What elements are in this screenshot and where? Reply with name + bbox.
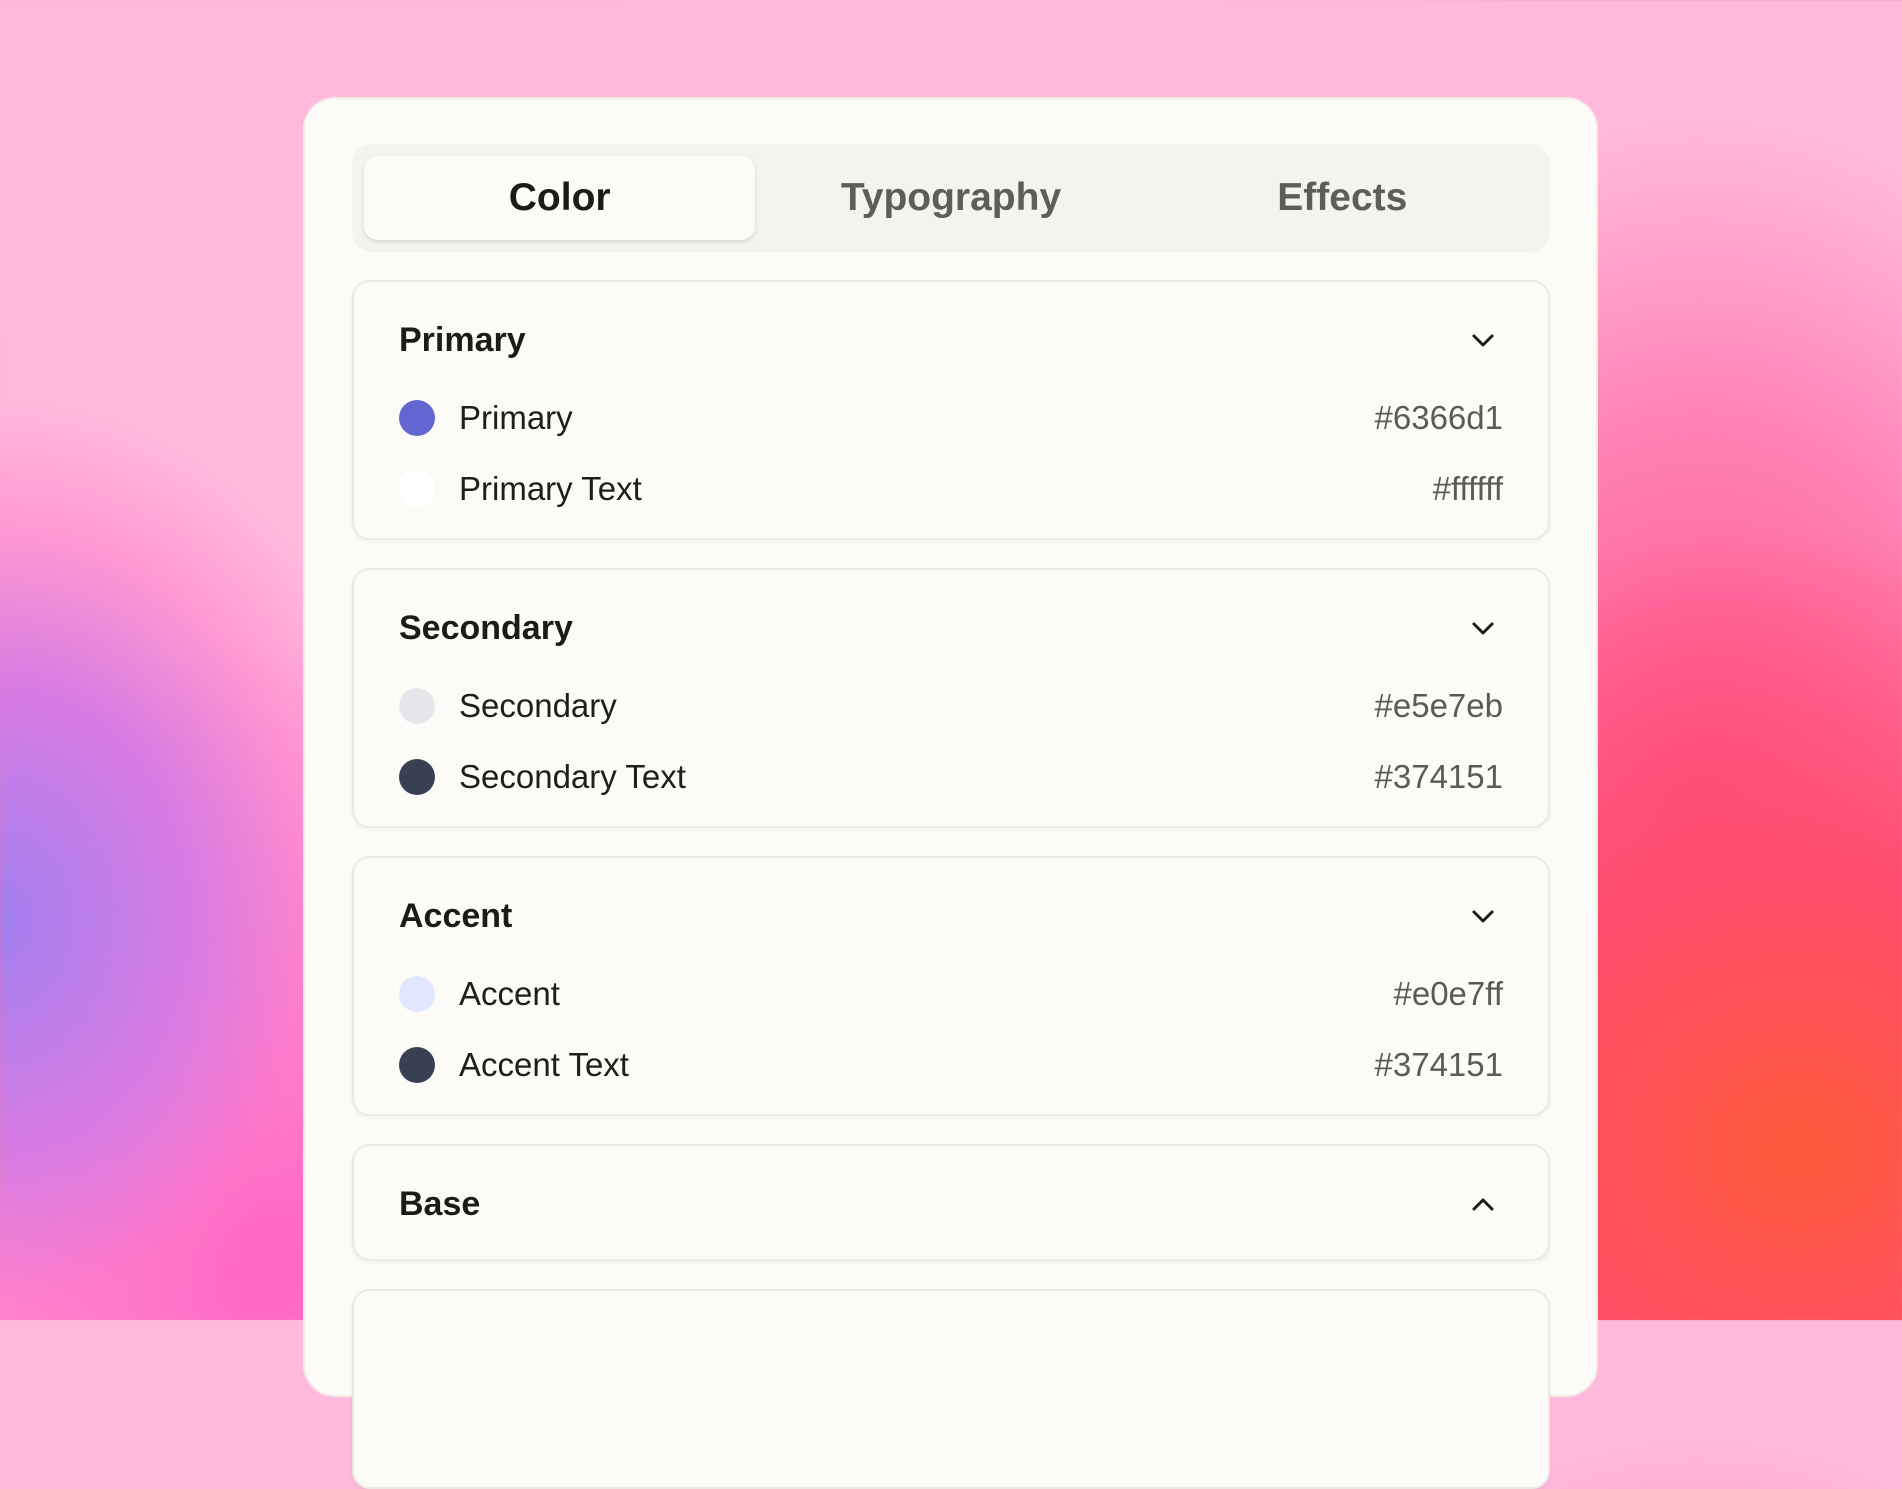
color-hex-value[interactable]: #e5e7eb — [1374, 687, 1503, 724]
color-label: Primary Text — [459, 470, 642, 507]
color-hex-value[interactable]: #374151 — [1374, 758, 1503, 795]
color-row[interactable]: Primary Text #ffffff — [399, 459, 1503, 519]
tab-color[interactable]: Color — [364, 156, 756, 240]
color-swatch[interactable] — [399, 759, 435, 795]
color-label: Primary — [459, 399, 573, 436]
group-title: Primary — [399, 320, 526, 359]
color-label: Accent — [459, 975, 560, 1012]
group-header[interactable]: Accent — [399, 888, 1503, 944]
color-swatch[interactable] — [399, 1047, 435, 1083]
color-hex-value[interactable]: #374151 — [1374, 1046, 1503, 1083]
color-row[interactable]: Accent Text #374151 — [399, 1035, 1503, 1095]
color-row[interactable]: Secondary Text #374151 — [399, 747, 1503, 807]
color-row[interactable]: Secondary #e5e7eb — [399, 676, 1503, 736]
color-label: Accent Text — [459, 1046, 629, 1083]
color-hex-value[interactable]: #6366d1 — [1374, 399, 1503, 436]
color-group-base: Base — [352, 1144, 1550, 1261]
color-row[interactable]: Accent #e0e7ff — [399, 964, 1503, 1024]
group-title: Secondary — [399, 608, 573, 647]
group-header[interactable]: Base — [399, 1176, 1503, 1232]
color-hex-value[interactable]: #e0e7ff — [1393, 975, 1503, 1012]
tab-bar: Color Typography Effects — [352, 144, 1550, 252]
tab-effects[interactable]: Effects — [1277, 176, 1408, 219]
chevron-up-icon[interactable] — [1463, 1184, 1503, 1224]
color-group-secondary: Secondary Secondary #e5e7eb Secondary Te… — [352, 568, 1550, 828]
color-swatch[interactable] — [399, 400, 435, 436]
chevron-down-icon[interactable] — [1463, 608, 1503, 648]
chevron-down-icon[interactable] — [1463, 896, 1503, 936]
group-title: Base — [399, 1184, 481, 1223]
color-row[interactable]: Primary #6366d1 — [399, 388, 1503, 448]
color-swatch[interactable] — [399, 976, 435, 1012]
group-header[interactable]: Primary — [399, 312, 1503, 368]
color-hex-value[interactable]: #ffffff — [1432, 470, 1503, 507]
chevron-down-icon[interactable] — [1463, 320, 1503, 360]
color-group-primary: Primary Primary #6366d1 Primary Text #ff… — [352, 280, 1550, 540]
color-swatch[interactable] — [399, 471, 435, 507]
color-label: Secondary Text — [459, 758, 686, 795]
tab-typography[interactable]: Typography — [840, 176, 1062, 219]
group-title: Accent — [399, 896, 513, 935]
color-group-accent: Accent Accent #e0e7ff Accent Text #37415… — [352, 856, 1550, 1116]
color-swatch[interactable] — [399, 688, 435, 724]
color-label: Secondary — [459, 687, 617, 724]
group-header[interactable]: Secondary — [399, 600, 1503, 656]
theme-editor-panel: Color Typography Effects Primary Primary… — [303, 97, 1598, 1489]
color-group-partial — [352, 1289, 1550, 1489]
